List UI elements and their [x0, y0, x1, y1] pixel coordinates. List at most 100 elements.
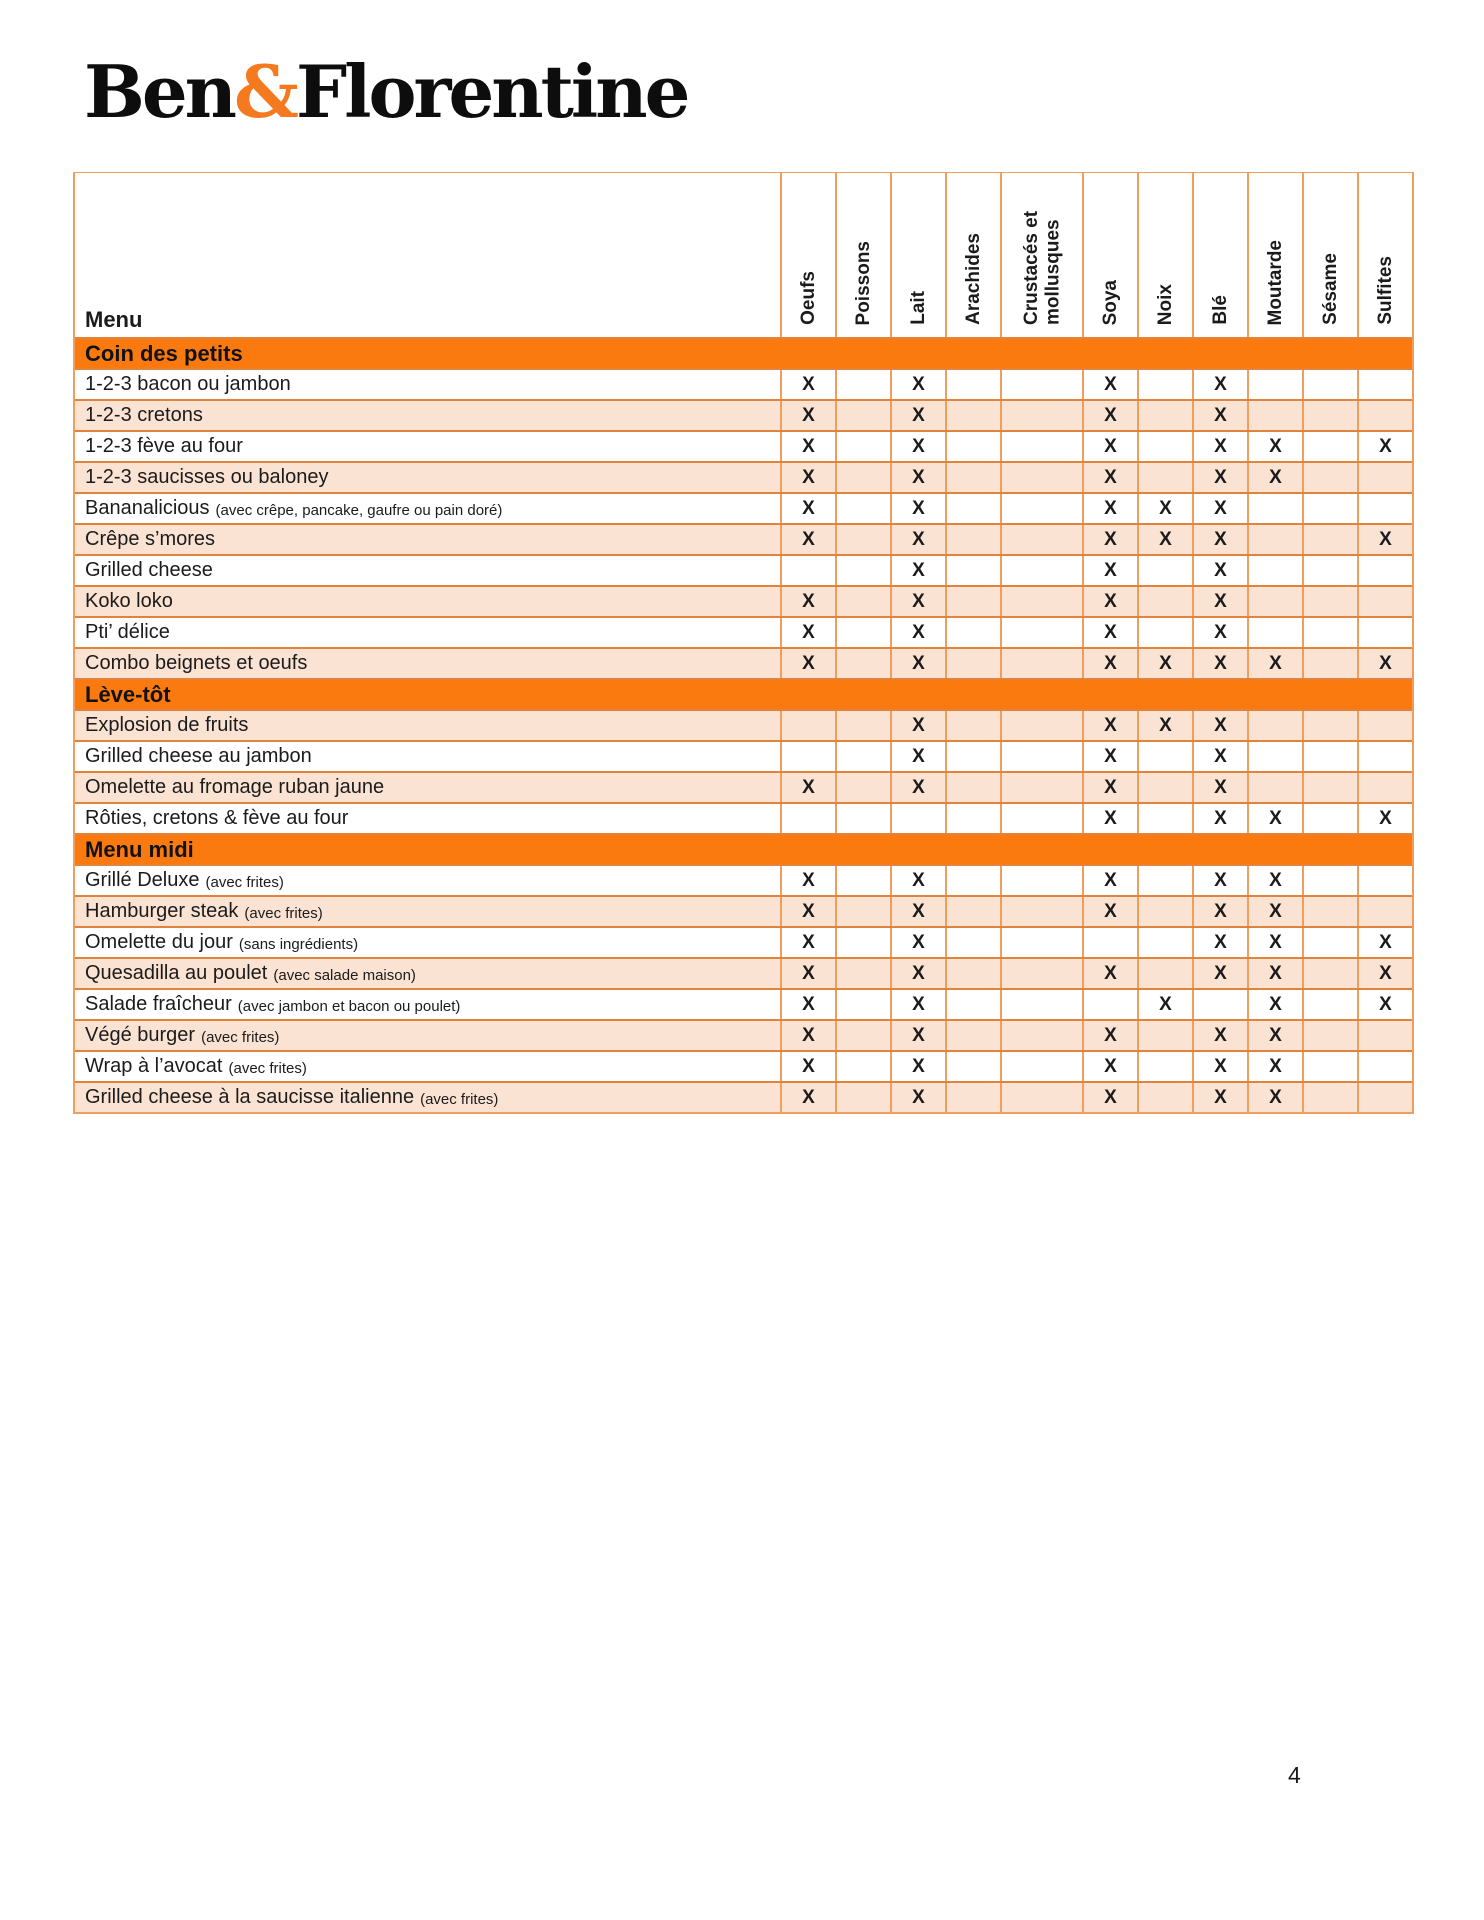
column-header-label: Soya	[1099, 279, 1121, 325]
column-header-label: Noix	[1154, 283, 1176, 325]
allergen-cell	[835, 742, 890, 771]
allergen-cell	[945, 494, 1000, 523]
allergen-cell	[1137, 556, 1192, 585]
allergen-cell	[945, 928, 1000, 957]
allergen-cell: X	[1247, 959, 1302, 988]
allergen-cell: X	[890, 432, 945, 461]
menu-item-label: Explosion de fruits	[75, 711, 780, 740]
menu-item-label: Bananalicious (avec crêpe, pancake, gaufr…	[75, 494, 780, 523]
menu-item-label: Crêpe s’mores	[75, 525, 780, 554]
allergen-cell	[835, 866, 890, 895]
menu-row: Quesadilla au poulet (avec salade maison)…	[75, 957, 1412, 988]
allergen-cell	[1302, 711, 1357, 740]
allergen-cell: X	[1137, 711, 1192, 740]
menu-item-label: Koko loko	[75, 587, 780, 616]
allergen-cell	[945, 773, 1000, 802]
allergen-cell	[1302, 1021, 1357, 1050]
allergen-cell: X	[1137, 990, 1192, 1019]
column-header: Arachides	[945, 173, 1000, 337]
allergen-cell: X	[1247, 649, 1302, 678]
allergen-cell: X	[1082, 1021, 1137, 1050]
allergen-cell	[1357, 1083, 1412, 1112]
allergen-cell: X	[1082, 804, 1137, 833]
allergen-cell	[945, 618, 1000, 647]
allergen-cell	[1302, 990, 1357, 1019]
allergen-cell: X	[780, 463, 835, 492]
allergen-cell: X	[1357, 804, 1412, 833]
allergen-cell: X	[780, 525, 835, 554]
allergen-cell: X	[1192, 1021, 1247, 1050]
allergen-cell	[1302, 928, 1357, 957]
column-header-label: Lait	[907, 291, 929, 325]
allergen-cell: X	[1082, 649, 1137, 678]
allergen-cell: X	[1357, 928, 1412, 957]
column-header-label: Moutarde	[1264, 239, 1286, 326]
allergen-cell: X	[780, 370, 835, 399]
menu-row: Koko loko X X X X	[75, 585, 1412, 616]
section-title: Lève-tôt	[85, 681, 171, 707]
allergen-cell	[1137, 959, 1192, 988]
column-header: Oeufs	[780, 173, 835, 337]
allergen-cell	[1357, 711, 1412, 740]
allergen-cell: X	[1082, 525, 1137, 554]
allergen-cell	[835, 649, 890, 678]
menu-column-header: Menu	[85, 307, 143, 332]
allergen-cell	[835, 773, 890, 802]
allergen-cell	[1302, 649, 1357, 678]
allergen-cell: X	[1247, 804, 1302, 833]
allergen-cell: X	[1192, 866, 1247, 895]
allergen-cell: X	[1357, 432, 1412, 461]
allergen-cell: X	[1192, 959, 1247, 988]
allergen-cell: X	[780, 897, 835, 926]
menu-item-label: Combo beignets et oeufs	[75, 649, 780, 678]
allergen-cell	[1137, 742, 1192, 771]
allergen-cell	[1000, 1021, 1082, 1050]
column-header-label: Sésame	[1319, 253, 1341, 325]
allergen-cell	[1357, 866, 1412, 895]
allergen-cell	[1137, 370, 1192, 399]
menu-row: Salade fraîcheur (avec jambon et bacon ou…	[75, 988, 1412, 1019]
allergen-cell: X	[1247, 866, 1302, 895]
menu-row: 1-2-3 cretons X X X X	[75, 399, 1412, 430]
allergen-cell: X	[780, 773, 835, 802]
allergen-cell	[835, 618, 890, 647]
menu-item-name: Grilled cheese au jambon	[85, 745, 312, 767]
allergen-cell	[1302, 959, 1357, 988]
allergen-cell: X	[890, 773, 945, 802]
logo-text-florentine: Florentine	[296, 49, 690, 134]
allergen-cell: X	[1357, 959, 1412, 988]
menu-item-name: Koko loko	[85, 590, 173, 612]
allergen-cell: X	[1082, 1052, 1137, 1081]
allergen-cell: X	[1247, 1052, 1302, 1081]
allergen-cell	[1357, 587, 1412, 616]
allergen-cell: X	[1192, 742, 1247, 771]
allergen-cell: X	[890, 401, 945, 430]
menu-item-note: (avec jambon et bacon ou poulet)	[237, 997, 461, 1015]
allergen-cell	[1357, 370, 1412, 399]
allergen-cell: X	[780, 587, 835, 616]
menu-item-label: Grillé Deluxe (avec frites)	[75, 866, 780, 895]
allergen-cell	[1302, 525, 1357, 554]
allergen-cell: X	[890, 711, 945, 740]
allergen-cell	[1137, 1021, 1192, 1050]
allergen-cell: X	[1082, 463, 1137, 492]
allergen-cell: X	[780, 618, 835, 647]
allergen-cell	[1000, 1052, 1082, 1081]
allergen-cell	[835, 711, 890, 740]
allergen-cell	[1082, 928, 1137, 957]
allergen-cell	[1137, 618, 1192, 647]
menu-item-label: Grilled cheese à la saucisse italienne (a…	[75, 1083, 780, 1112]
allergen-cell	[780, 556, 835, 585]
allergen-cell	[1247, 525, 1302, 554]
allergen-cell: X	[1192, 773, 1247, 802]
allergen-cell	[945, 866, 1000, 895]
allergen-cell: X	[1082, 432, 1137, 461]
allergen-cell: X	[1247, 1083, 1302, 1112]
allergen-cell: X	[780, 1083, 835, 1112]
allergen-cell: X	[1137, 649, 1192, 678]
allergen-cell	[1000, 370, 1082, 399]
allergen-cell	[945, 525, 1000, 554]
menu-row: Omelette du jour (sans ingrédients) X X X X X	[75, 926, 1412, 957]
allergen-cell	[1000, 773, 1082, 802]
menu-item-name: Pti’ délice	[85, 621, 170, 643]
